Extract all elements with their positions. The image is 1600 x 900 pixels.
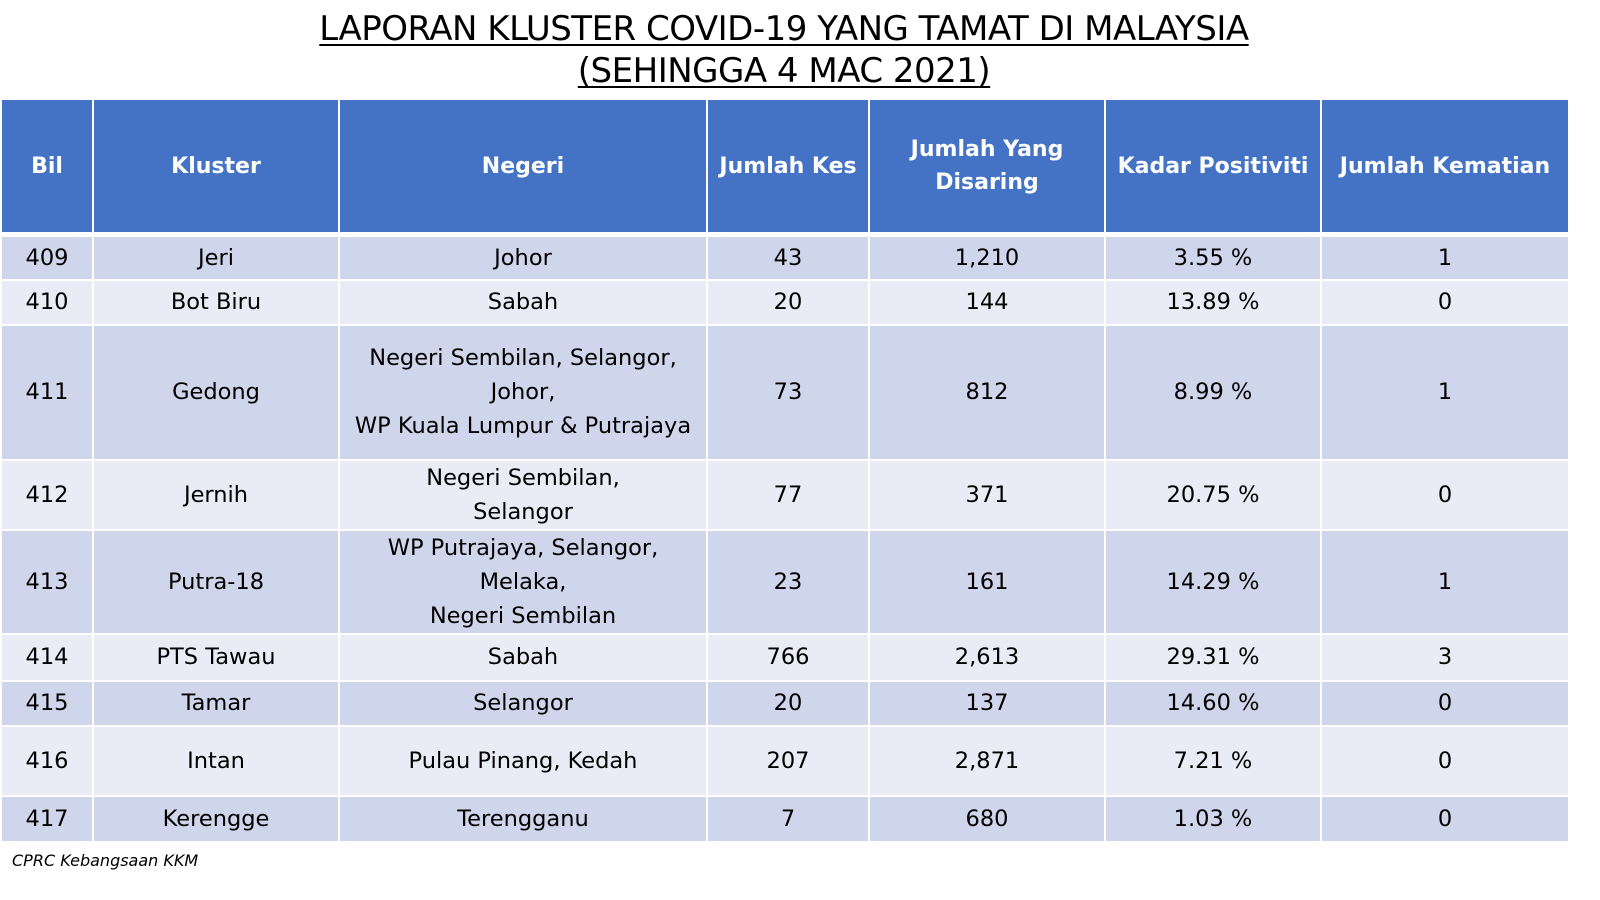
- header-jumlah-kematian: Jumlah Kematian: [1320, 98, 1570, 237]
- cell-bil: 413: [0, 528, 94, 635]
- cell-kadar-positiviti: 3.55 %: [1104, 233, 1322, 281]
- cell-bil: 412: [0, 458, 94, 531]
- cell-jumlah-kematian: 0: [1320, 679, 1570, 727]
- cell-bil: 417: [0, 794, 94, 843]
- cell-jumlah-kes: 20: [706, 679, 870, 727]
- cell-jumlah-disaring: 1,210: [868, 233, 1106, 281]
- cell-jumlah-disaring: 2,871: [868, 724, 1106, 797]
- cell-kluster: Tamar: [92, 679, 340, 727]
- cell-kluster: Putra-18: [92, 528, 340, 635]
- header-bil: Bil: [0, 98, 94, 237]
- cell-jumlah-disaring: 812: [868, 323, 1106, 461]
- cell-kadar-positiviti: 14.29 %: [1104, 528, 1322, 635]
- cell-jumlah-kematian: 0: [1320, 794, 1570, 843]
- cell-kluster: Bot Biru: [92, 278, 340, 326]
- cell-bil: 409: [0, 233, 94, 281]
- table-row: 415 Tamar Selangor 20 137 14.60 % 0: [0, 679, 1570, 727]
- cell-kadar-positiviti: 1.03 %: [1104, 794, 1322, 843]
- cell-jumlah-kes: 43: [706, 233, 870, 281]
- header-negeri: Negeri: [338, 98, 708, 237]
- cell-jumlah-kes: 23: [706, 528, 870, 635]
- table-row: 417 Kerengge Terengganu 7 680 1.03 % 0: [0, 794, 1570, 843]
- cell-jumlah-disaring: 680: [868, 794, 1106, 843]
- cell-negeri: Sabah: [338, 278, 708, 326]
- cell-kluster: PTS Tawau: [92, 632, 340, 682]
- cell-jumlah-kematian: 1: [1320, 528, 1570, 635]
- table-row: 413 Putra-18 WP Putrajaya, Selangor, Mel…: [0, 528, 1570, 635]
- table-header-row: Bil Kluster Negeri Jumlah Kes Jumlah Yan…: [0, 98, 1570, 237]
- cell-kadar-positiviti: 13.89 %: [1104, 278, 1322, 326]
- cell-jumlah-kes: 73: [706, 323, 870, 461]
- cell-jumlah-disaring: 144: [868, 278, 1106, 326]
- cell-kluster: Intan: [92, 724, 340, 797]
- cell-jumlah-kes: 207: [706, 724, 870, 797]
- cell-negeri: Sabah: [338, 632, 708, 682]
- cell-jumlah-disaring: 161: [868, 528, 1106, 635]
- header-jumlah-disaring: Jumlah Yang Disaring: [868, 98, 1106, 237]
- cell-negeri: Johor: [338, 233, 708, 281]
- cell-kadar-positiviti: 8.99 %: [1104, 323, 1322, 461]
- cell-jumlah-disaring: 371: [868, 458, 1106, 531]
- table-row: 409 Jeri Johor 43 1,210 3.55 % 1: [0, 233, 1570, 281]
- cell-jumlah-disaring: 137: [868, 679, 1106, 727]
- report-title: LAPORAN KLUSTER COVID-19 YANG TAMAT DI M…: [0, 8, 1568, 92]
- cell-jumlah-kematian: 1: [1320, 233, 1570, 281]
- cell-negeri: Negeri Sembilan, Selangor, Johor, WP Kua…: [338, 323, 708, 461]
- cell-bil: 416: [0, 724, 94, 797]
- cluster-table: Bil Kluster Negeri Jumlah Kes Jumlah Yan…: [0, 98, 1570, 843]
- cell-jumlah-kematian: 0: [1320, 458, 1570, 531]
- cell-kluster: Gedong: [92, 323, 340, 461]
- cell-kadar-positiviti: 20.75 %: [1104, 458, 1322, 531]
- cell-negeri: Terengganu: [338, 794, 708, 843]
- cell-kluster: Jeri: [92, 233, 340, 281]
- cell-bil: 415: [0, 679, 94, 727]
- cell-negeri: Pulau Pinang, Kedah: [338, 724, 708, 797]
- report-title-text: LAPORAN KLUSTER COVID-19 YANG TAMAT DI M…: [319, 9, 1249, 49]
- cell-jumlah-kematian: 0: [1320, 278, 1570, 326]
- table-row: 416 Intan Pulau Pinang, Kedah 207 2,871 …: [0, 724, 1570, 797]
- cell-kadar-positiviti: 7.21 %: [1104, 724, 1322, 797]
- report-subtitle-text: (SEHINGGA 4 MAC 2021): [577, 51, 991, 91]
- cell-jumlah-disaring: 2,613: [868, 632, 1106, 682]
- cell-jumlah-kematian: 0: [1320, 724, 1570, 797]
- cell-jumlah-kematian: 1: [1320, 323, 1570, 461]
- cell-jumlah-kes: 7: [706, 794, 870, 843]
- cell-negeri: WP Putrajaya, Selangor, Melaka, Negeri S…: [338, 528, 708, 635]
- header-kadar-positiviti: Kadar Positiviti: [1104, 98, 1322, 237]
- table-row: 414 PTS Tawau Sabah 766 2,613 29.31 % 3: [0, 632, 1570, 682]
- cell-negeri: Negeri Sembilan, Selangor: [338, 458, 708, 531]
- cell-negeri: Selangor: [338, 679, 708, 727]
- cell-jumlah-kes: 77: [706, 458, 870, 531]
- cell-kluster: Kerengge: [92, 794, 340, 843]
- cell-kadar-positiviti: 14.60 %: [1104, 679, 1322, 727]
- header-kluster: Kluster: [92, 98, 340, 237]
- table-row: 412 Jernih Negeri Sembilan, Selangor 77 …: [0, 458, 1570, 531]
- cell-bil: 411: [0, 323, 94, 461]
- cell-jumlah-kes: 20: [706, 278, 870, 326]
- cell-jumlah-kematian: 3: [1320, 632, 1570, 682]
- cell-kluster: Jernih: [92, 458, 340, 531]
- cell-bil: 410: [0, 278, 94, 326]
- table-row: 411 Gedong Negeri Sembilan, Selangor, Jo…: [0, 323, 1570, 461]
- cell-jumlah-kes: 766: [706, 632, 870, 682]
- report-title-line-1: LAPORAN KLUSTER COVID-19 YANG TAMAT DI M…: [0, 8, 1568, 50]
- report-title-line-2: (SEHINGGA 4 MAC 2021): [0, 50, 1568, 92]
- table-row: 410 Bot Biru Sabah 20 144 13.89 % 0: [0, 278, 1570, 326]
- header-jumlah-kes: Jumlah Kes: [706, 98, 870, 237]
- cell-bil: 414: [0, 632, 94, 682]
- cell-kadar-positiviti: 29.31 %: [1104, 632, 1322, 682]
- source-note: CPRC Kebangsaan KKM: [12, 851, 199, 870]
